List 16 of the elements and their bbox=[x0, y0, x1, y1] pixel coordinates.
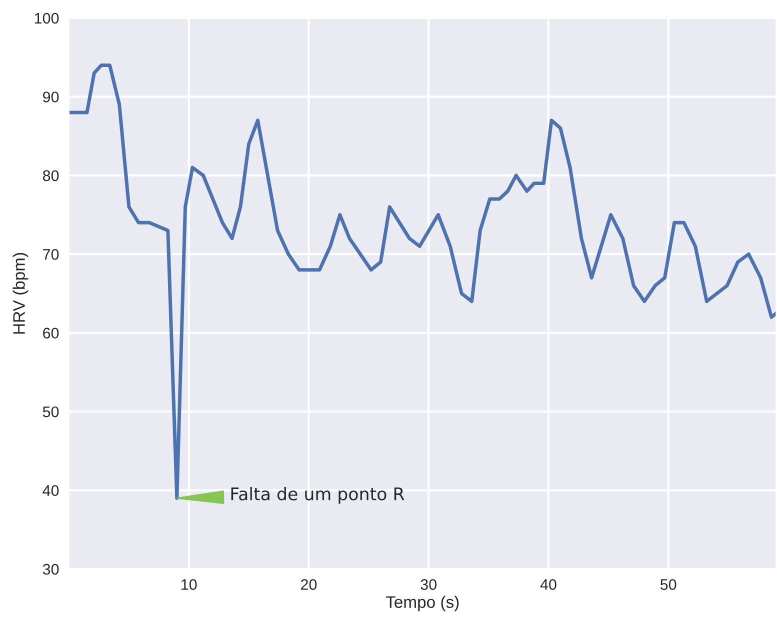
x-tick-label: 50 bbox=[660, 579, 676, 590]
x-tick-label: 20 bbox=[301, 579, 317, 590]
x-tick-label: 40 bbox=[540, 579, 556, 590]
x-tick-label: 30 bbox=[420, 579, 437, 590]
annotation: Falta de um ponto R bbox=[231, 486, 404, 504]
x-tick-label: 10 bbox=[182, 579, 197, 590]
y-tick-label: 60 bbox=[43, 328, 59, 339]
y-axis-title: HRV (bpm) bbox=[12, 253, 28, 334]
y-tick-label: 90 bbox=[43, 92, 59, 102]
y-tick-label: 80 bbox=[42, 170, 59, 182]
y-tick-label: 30 bbox=[42, 564, 59, 575]
y-tick-label: 100 bbox=[34, 12, 59, 24]
y-tick-label: 50 bbox=[42, 406, 59, 418]
y-tick-label: 40 bbox=[42, 485, 59, 496]
y-tick-label: 70 bbox=[43, 249, 59, 260]
x-axis-title: Tempo (s) bbox=[386, 596, 459, 612]
